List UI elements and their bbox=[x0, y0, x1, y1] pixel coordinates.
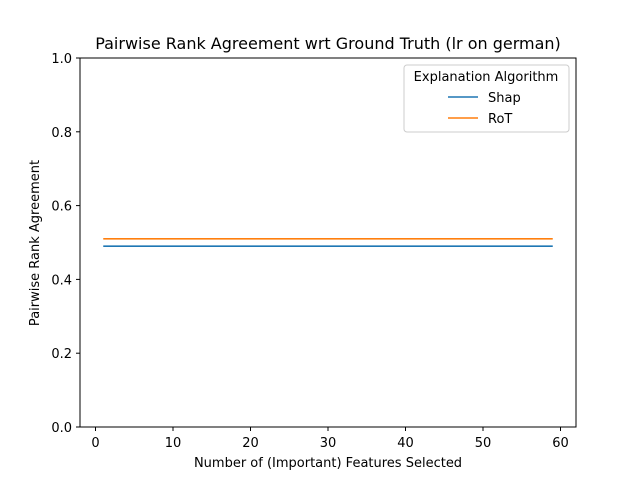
legend-title: Explanation Algorithm bbox=[414, 70, 559, 85]
y-tick-label: 0.0 bbox=[51, 421, 72, 436]
y-axis-label: Pairwise Rank Agreement bbox=[28, 160, 43, 326]
x-tick-label: 60 bbox=[552, 436, 569, 451]
y-tick-label: 1.0 bbox=[51, 52, 72, 67]
legend-label-shap: Shap bbox=[488, 91, 521, 106]
y-axis-ticks: 0.0 0.2 0.4 0.6 0.8 1.0 bbox=[51, 52, 80, 436]
x-axis-ticks: 0 10 20 30 40 50 60 bbox=[91, 427, 569, 451]
legend: Explanation Algorithm Shap RoT bbox=[403, 64, 570, 133]
y-tick-label: 0.8 bbox=[51, 126, 72, 141]
x-tick-label: 10 bbox=[165, 436, 182, 451]
legend-box bbox=[403, 64, 570, 133]
x-tick-label: 50 bbox=[475, 436, 492, 451]
chart-title: Pairwise Rank Agreement wrt Ground Truth… bbox=[95, 34, 561, 53]
y-tick-label: 0.2 bbox=[51, 347, 72, 362]
x-axis-label: Number of (Important) Features Selected bbox=[194, 456, 462, 471]
x-tick-label: 0 bbox=[91, 436, 99, 451]
legend-entries: Shap RoT bbox=[448, 91, 521, 127]
x-tick-label: 20 bbox=[242, 436, 259, 451]
y-tick-label: 0.6 bbox=[51, 200, 72, 215]
y-tick-label: 0.4 bbox=[51, 273, 72, 288]
x-tick-label: 40 bbox=[397, 436, 414, 451]
series-layer bbox=[103, 238, 553, 247]
x-tick-label: 30 bbox=[320, 436, 337, 451]
legend-label-rot: RoT bbox=[488, 112, 512, 127]
